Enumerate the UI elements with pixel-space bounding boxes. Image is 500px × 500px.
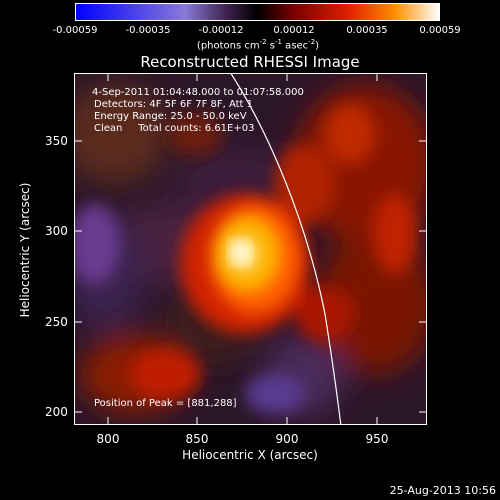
rhessi-image <box>75 74 426 424</box>
colorbar-tick-label: -0.00012 <box>198 25 244 36</box>
colorbar-gradient <box>76 4 439 20</box>
annotation-peak-position: Position of Peak = [881,288] <box>94 398 237 409</box>
x-tick-label: 900 <box>275 432 299 446</box>
y-tick-label: 350 <box>45 134 68 148</box>
y-tick-label: 250 <box>45 315 68 329</box>
colorbar-unit-label: (photons cm-2 s-1 asec-2) <box>196 38 320 52</box>
colorbar-tick-label: 0.00035 <box>346 25 388 36</box>
y-axis-label: Heliocentric Y (arcsec) <box>18 182 32 318</box>
y-tick-label: 200 <box>45 405 68 419</box>
x-tick-label: 850 <box>185 432 209 446</box>
annotation-detectors: Detectors: 4F 5F 6F 7F 8F, Att 1 <box>94 99 254 110</box>
colorbar <box>75 3 440 21</box>
annotation-clean: Clean Total counts: 6.61E+03 <box>94 123 255 134</box>
annotation-energy: Energy Range: 25.0 - 50.0 keV <box>94 111 247 122</box>
colorbar-tick-label: -0.00035 <box>125 25 171 36</box>
x-axis-label: Heliocentric X (arcsec) <box>182 448 318 462</box>
colorbar-tick-label: 0.00059 <box>419 25 461 36</box>
colorbar-tick-label: 0.00012 <box>273 25 315 36</box>
timestamp: 25-Aug-2013 10:56 <box>389 484 496 497</box>
image-frame <box>74 73 427 425</box>
x-tick-label: 800 <box>96 432 120 446</box>
colorbar-tick-label: -0.00059 <box>52 25 98 36</box>
plot-title: Reconstructed RHESSI Image <box>140 53 360 71</box>
x-tick-label: 950 <box>365 432 389 446</box>
y-tick-label: 300 <box>45 224 68 238</box>
annotation-time-range: 4-Sep-2011 01:04:48.000 to 01:07:58.000 <box>92 87 304 98</box>
solar-limb-line <box>230 74 342 424</box>
